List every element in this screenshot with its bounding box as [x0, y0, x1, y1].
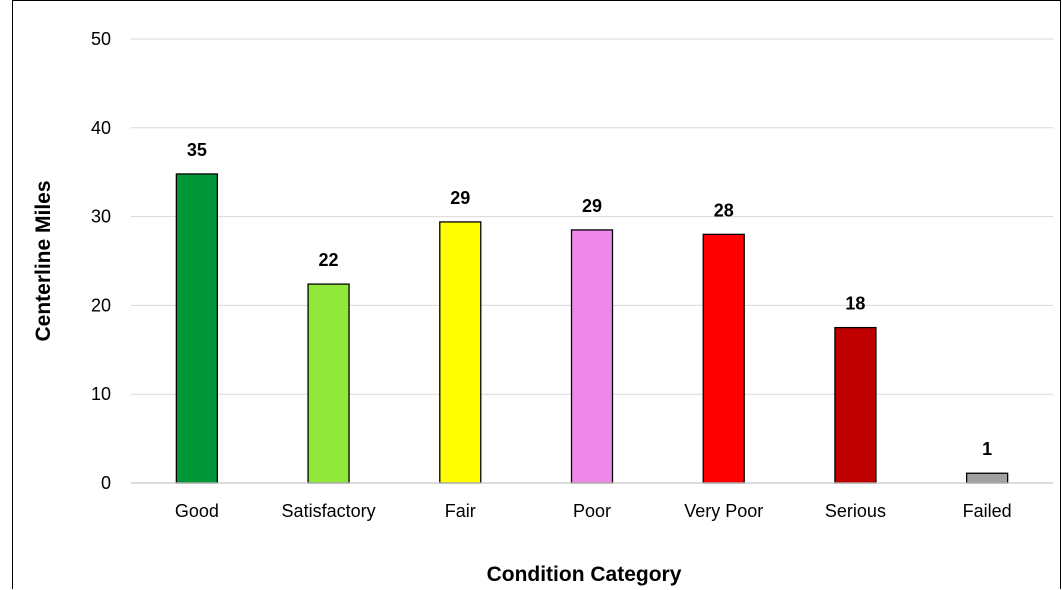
data-label: 28	[714, 200, 734, 220]
bar	[702, 233, 745, 484]
gridlines	[131, 38, 1053, 395]
y-tick-label: 20	[91, 295, 111, 315]
data-labels: 35 22 29 29 28 18 1	[187, 140, 992, 459]
data-label: 18	[845, 294, 865, 314]
y-tick-label: 30	[91, 207, 111, 227]
y-axis-title: Centerline Miles	[32, 180, 55, 341]
x-tick-label: Very Poor	[684, 501, 763, 521]
y-tick-label: 40	[91, 118, 111, 138]
y-axis-ticks: 0 10 20 30 40 50	[91, 29, 111, 493]
y-tick-label: 50	[91, 29, 111, 49]
y-tick-label: 0	[101, 473, 111, 493]
bar	[307, 283, 350, 484]
bar	[965, 472, 1009, 484]
x-axis-title: Condition Category	[487, 563, 682, 586]
y-tick-label: 10	[91, 384, 111, 404]
data-label: 35	[187, 140, 207, 160]
data-label: 22	[319, 250, 339, 270]
data-label: 1	[982, 439, 992, 459]
bars	[175, 173, 1009, 484]
x-tick-label: Good	[175, 501, 219, 521]
bar	[439, 221, 482, 484]
x-tick-label: Poor	[573, 501, 611, 521]
x-tick-label: Failed	[963, 501, 1012, 521]
x-tick-label: Fair	[445, 501, 476, 521]
x-tick-label: Serious	[825, 501, 886, 521]
bar	[570, 229, 614, 484]
data-label: 29	[582, 196, 602, 216]
x-axis-ticks: Good Satisfactory Fair Poor Very Poor Serious…	[175, 501, 1012, 521]
x-tick-label: Satisfactory	[282, 501, 376, 521]
bar	[175, 173, 219, 484]
data-label: 29	[450, 188, 470, 208]
bar-chart: 0 10 20 30 40 50 35 22 29 29 28 18 1 Good Satisfacto…	[32, 29, 1053, 586]
chart-frame: 0 10 20 30 40 50 35 22 29 29 28 18 1 Good Satisfacto…	[12, 0, 1061, 589]
bar	[834, 326, 877, 484]
